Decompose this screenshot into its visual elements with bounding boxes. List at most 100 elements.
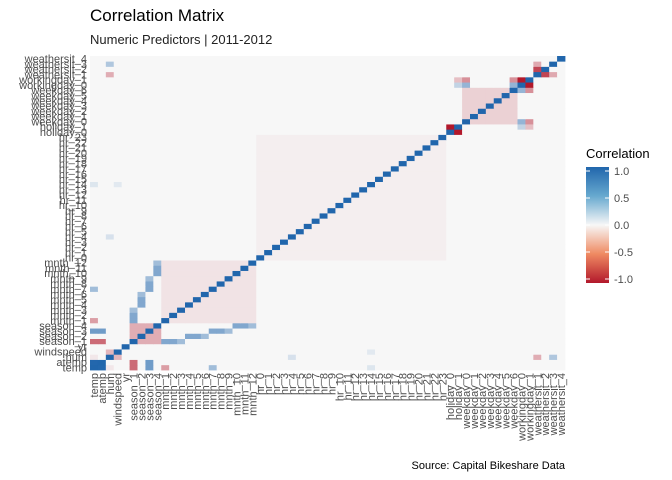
heatmap-cell bbox=[153, 155, 162, 162]
heatmap-cell bbox=[264, 103, 273, 109]
heatmap-cell bbox=[295, 56, 305, 62]
heatmap-cell bbox=[90, 150, 99, 156]
heatmap-cell bbox=[295, 176, 305, 182]
heatmap-cell bbox=[137, 87, 146, 94]
heatmap-cell bbox=[200, 82, 210, 88]
heatmap-cell bbox=[446, 113, 455, 120]
heatmap-cell bbox=[287, 171, 297, 177]
heatmap-cell bbox=[177, 165, 186, 172]
heatmap-cell bbox=[280, 192, 289, 198]
heatmap-cell bbox=[113, 244, 123, 251]
heatmap-cell bbox=[367, 354, 376, 360]
heatmap-cell bbox=[438, 134, 447, 141]
heatmap-cell bbox=[485, 56, 495, 62]
heatmap-cell bbox=[303, 296, 313, 303]
heatmap-cell bbox=[153, 61, 162, 67]
heatmap-cell bbox=[185, 322, 194, 329]
y-tick-label: hr_3 bbox=[65, 237, 87, 249]
heatmap-cell bbox=[382, 275, 392, 282]
heatmap-cell bbox=[256, 207, 265, 214]
heatmap-cell bbox=[280, 144, 289, 151]
heatmap-cell bbox=[192, 176, 202, 182]
heatmap-cell bbox=[501, 338, 510, 345]
heatmap-cell bbox=[319, 76, 328, 83]
heatmap-cell bbox=[422, 202, 431, 209]
heatmap-cell bbox=[90, 207, 99, 214]
heatmap-cell bbox=[256, 92, 265, 99]
heatmap-cell bbox=[153, 270, 162, 277]
heatmap-cell bbox=[90, 275, 99, 282]
heatmap-cell bbox=[390, 76, 400, 83]
heatmap-cell bbox=[557, 338, 566, 345]
heatmap-cell bbox=[398, 239, 408, 245]
heatmap-cell bbox=[185, 364, 194, 371]
heatmap-cell bbox=[549, 281, 558, 287]
heatmap-cell bbox=[240, 82, 249, 88]
heatmap-cell bbox=[287, 213, 297, 219]
heatmap-cell bbox=[264, 270, 273, 277]
heatmap-cell bbox=[541, 275, 550, 282]
heatmap-cell bbox=[525, 317, 534, 324]
heatmap-cell bbox=[557, 56, 566, 62]
heatmap-cell bbox=[121, 244, 130, 251]
heatmap-cell bbox=[454, 254, 463, 261]
heatmap-cell bbox=[382, 249, 392, 256]
heatmap-cell bbox=[248, 124, 257, 130]
heatmap-cell bbox=[240, 354, 249, 360]
heatmap-cell bbox=[367, 165, 376, 172]
heatmap-cell bbox=[169, 312, 178, 319]
heatmap-cell bbox=[517, 108, 526, 114]
heatmap-cell bbox=[477, 349, 487, 355]
heatmap-cell bbox=[208, 82, 218, 88]
heatmap-cell bbox=[470, 265, 479, 271]
heatmap-cell bbox=[493, 176, 503, 182]
heatmap-cell bbox=[113, 186, 123, 193]
heatmap-cell bbox=[129, 66, 138, 73]
heatmap-cell bbox=[462, 291, 471, 298]
heatmap-cell bbox=[208, 286, 218, 292]
heatmap-cell bbox=[438, 82, 447, 88]
heatmap-cell bbox=[264, 301, 273, 308]
heatmap-cell bbox=[121, 354, 130, 360]
heatmap-cell bbox=[105, 176, 115, 182]
heatmap-cell bbox=[541, 87, 550, 94]
heatmap-cell bbox=[129, 359, 138, 366]
heatmap-cell bbox=[446, 233, 455, 240]
heatmap-cell bbox=[272, 223, 281, 230]
heatmap-cell bbox=[398, 254, 408, 261]
heatmap-cell bbox=[248, 228, 257, 235]
heatmap-cell bbox=[382, 202, 392, 209]
heatmap-cell bbox=[216, 228, 225, 235]
heatmap-cell bbox=[280, 254, 289, 261]
heatmap-cell bbox=[200, 144, 210, 151]
heatmap-cell bbox=[422, 92, 431, 99]
heatmap-cell bbox=[549, 317, 558, 324]
heatmap-cell bbox=[137, 218, 146, 224]
heatmap-cell bbox=[390, 281, 400, 287]
heatmap-cell bbox=[129, 165, 138, 172]
heatmap-cell bbox=[398, 66, 408, 73]
heatmap-cell bbox=[470, 197, 479, 203]
heatmap-cell bbox=[414, 186, 423, 193]
heatmap-cell bbox=[430, 165, 439, 172]
heatmap-cell bbox=[525, 165, 534, 172]
heatmap-cell bbox=[351, 244, 360, 251]
heatmap-cell bbox=[343, 113, 352, 120]
heatmap-cell bbox=[335, 307, 344, 313]
heatmap-cell bbox=[208, 139, 218, 146]
heatmap-cell bbox=[153, 281, 162, 287]
heatmap-cell bbox=[295, 275, 305, 282]
heatmap-cell bbox=[525, 207, 534, 214]
heatmap-cell bbox=[153, 92, 162, 99]
heatmap-cell bbox=[256, 260, 265, 266]
heatmap-cell bbox=[295, 291, 305, 298]
heatmap-cell bbox=[438, 192, 447, 198]
heatmap-cell bbox=[375, 76, 384, 83]
heatmap-cell bbox=[470, 275, 479, 282]
heatmap-cell bbox=[557, 223, 566, 230]
heatmap-cell bbox=[327, 186, 336, 193]
heatmap-cell bbox=[398, 82, 408, 88]
heatmap-cell bbox=[145, 66, 154, 73]
heatmap-cell bbox=[264, 186, 273, 193]
heatmap-cell bbox=[185, 281, 194, 287]
